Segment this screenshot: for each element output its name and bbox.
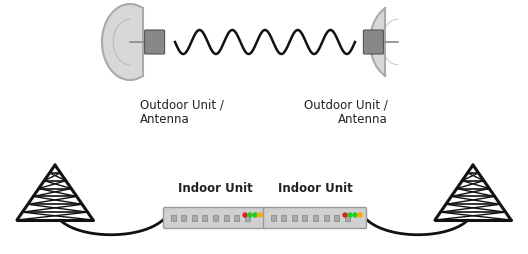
Circle shape: [253, 213, 257, 217]
Text: Outdoor Unit /
Antenna: Outdoor Unit / Antenna: [140, 98, 224, 126]
Circle shape: [243, 213, 247, 217]
Bar: [303, 215, 307, 221]
Bar: [245, 215, 250, 221]
Bar: [213, 215, 218, 221]
Text: Indoor Unit: Indoor Unit: [177, 182, 252, 195]
Circle shape: [248, 213, 252, 217]
Polygon shape: [102, 4, 143, 80]
Bar: [181, 215, 186, 221]
Text: Indoor Unit: Indoor Unit: [278, 182, 352, 195]
Bar: [281, 215, 286, 221]
FancyBboxPatch shape: [145, 30, 165, 54]
Bar: [324, 215, 328, 221]
Bar: [192, 215, 197, 221]
Bar: [171, 215, 175, 221]
Circle shape: [258, 213, 262, 217]
Bar: [202, 215, 208, 221]
Circle shape: [353, 213, 357, 217]
Bar: [292, 215, 297, 221]
Bar: [224, 215, 229, 221]
Bar: [270, 215, 276, 221]
Circle shape: [343, 213, 347, 217]
Text: Outdoor Unit /
Antenna: Outdoor Unit / Antenna: [304, 98, 388, 126]
Bar: [234, 215, 239, 221]
Circle shape: [348, 213, 352, 217]
Bar: [334, 215, 340, 221]
FancyBboxPatch shape: [263, 208, 366, 229]
FancyBboxPatch shape: [363, 30, 383, 54]
Bar: [313, 215, 318, 221]
Bar: [345, 215, 350, 221]
FancyBboxPatch shape: [164, 208, 267, 229]
Polygon shape: [370, 8, 385, 76]
Circle shape: [358, 213, 362, 217]
